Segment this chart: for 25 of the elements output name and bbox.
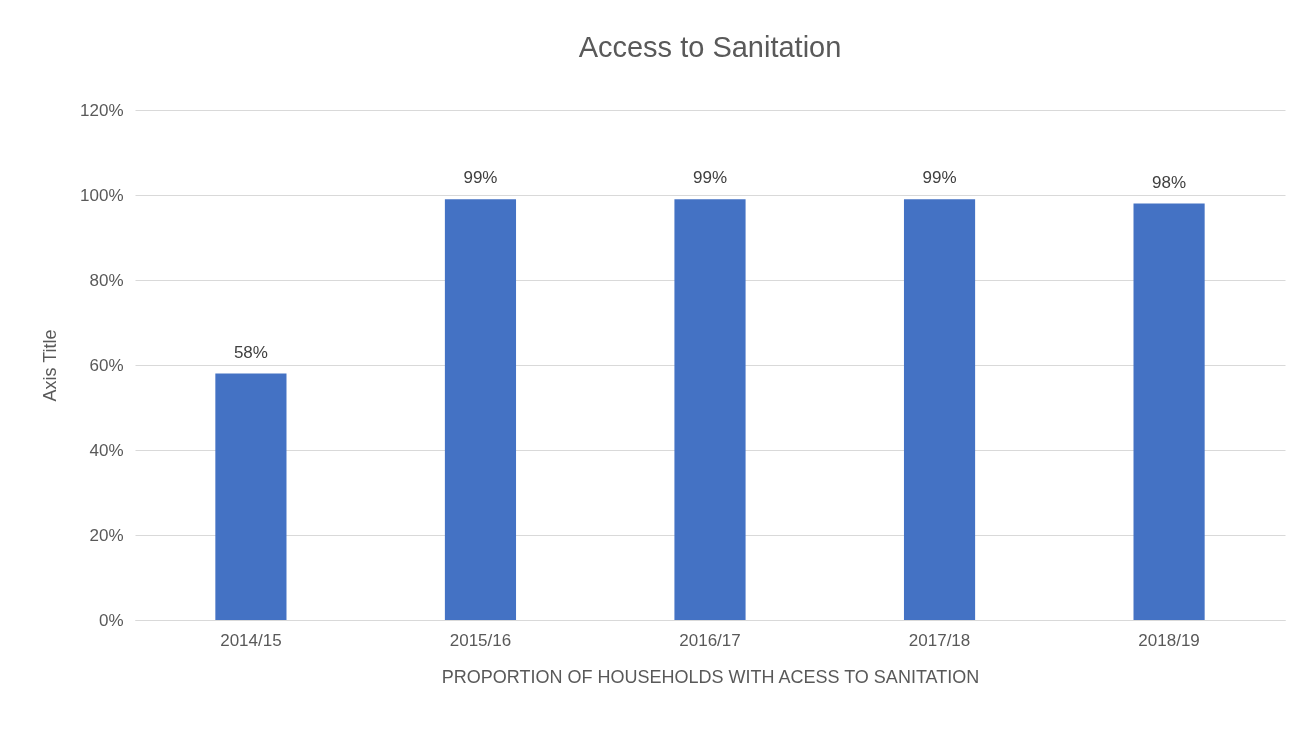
chart-title: Access to Sanitation <box>578 31 842 63</box>
bar <box>903 199 976 620</box>
data-label: 99% <box>463 168 498 188</box>
y-tick-label: 0% <box>98 610 124 630</box>
data-label: 99% <box>922 168 957 188</box>
x-tick-label: 2015/16 <box>449 630 512 650</box>
data-label: 98% <box>1152 172 1187 192</box>
x-tick-label: 2018/19 <box>1138 630 1200 650</box>
y-tick-label: 100% <box>80 185 124 205</box>
y-tick-label: 60% <box>89 355 124 375</box>
data-label: 58% <box>233 342 268 362</box>
bar <box>1133 203 1205 620</box>
x-tick-label: 2016/17 <box>679 630 741 650</box>
data-label: 99% <box>692 168 728 188</box>
y-tick-label: 80% <box>89 270 124 290</box>
y-tick-label: 40% <box>89 440 124 460</box>
x-tick-label: 2017/18 <box>908 630 971 650</box>
bar <box>444 199 517 620</box>
y-axis-title: Axis Title <box>40 329 61 402</box>
bar <box>674 199 746 620</box>
x-tick-label: 2014/15 <box>220 630 282 650</box>
bar <box>215 373 287 620</box>
y-tick-label: 20% <box>89 525 124 545</box>
y-tick-label: 120% <box>80 100 124 120</box>
x-axis-title: PROPORTION OF HOUSEHOLDS WITH ACESS TO SANITATION <box>441 666 980 687</box>
